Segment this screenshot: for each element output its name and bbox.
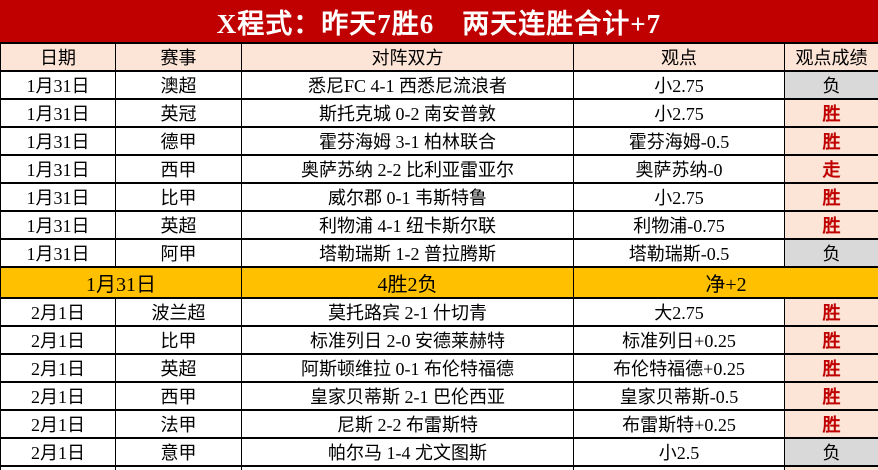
match-cell: 尼斯 2-2 布雷斯特 — [241, 409, 574, 439]
table-row: 1月31日 比甲 威尔郡 0-1 韦斯特鲁 小2.75 胜 — [0, 182, 878, 212]
match-cell: 悉尼FC 4-1 西悉尼流浪者 — [241, 70, 574, 100]
col-header-match: 对阵双方 — [241, 42, 574, 72]
opinion-cell: 塔勒瑞斯-0.5 — [573, 238, 785, 268]
table-row: 2月1日 智利甲 帕莱斯蒂诺 1-1 奴伯伦斯 小2.5 胜 — [0, 465, 878, 470]
match-cell: 塔勒瑞斯 1-2 普拉腾斯 — [241, 238, 574, 268]
match-cell: 帕尔马 1-4 尤文图斯 — [241, 437, 574, 467]
date-cell: 2月1日 — [0, 437, 116, 467]
result-cell: 胜 — [784, 297, 878, 327]
header-row: 日期 赛事 对阵双方 观点 观点成绩 — [0, 42, 878, 72]
date-cell: 1月31日 — [0, 238, 116, 268]
table-row: 1月31日 德甲 霍芬海姆 3-1 柏林联合 霍芬海姆-0.5 胜 — [0, 126, 878, 156]
league-cell: 英冠 — [115, 98, 242, 128]
result-cell: 胜 — [784, 182, 878, 212]
league-cell: 英超 — [115, 353, 242, 383]
opinion-cell: 小2.75 — [573, 70, 785, 100]
opinion-cell: 小2.5 — [573, 465, 785, 470]
table-row: 2月1日 波兰超 莫托路宾 2-1 什切青 大2.75 胜 — [0, 297, 878, 327]
date-cell: 1月31日 — [0, 70, 116, 100]
league-cell: 意甲 — [115, 437, 242, 467]
col-header-league: 赛事 — [115, 42, 242, 72]
table-row: 2月1日 英超 阿斯顿维拉 0-1 布伦特福德 布伦特福德+0.25 胜 — [0, 353, 878, 383]
opinion-cell: 小2.75 — [573, 182, 785, 212]
match-cell: 威尔郡 0-1 韦斯特鲁 — [241, 182, 574, 212]
result-cell: 胜 — [784, 325, 878, 355]
league-cell: 智利甲 — [115, 465, 242, 470]
opinion-cell: 奥萨苏纳-0 — [573, 154, 785, 184]
result-cell: 胜 — [784, 210, 878, 240]
date-cell: 1月31日 — [0, 98, 116, 128]
opinion-cell: 利物浦-0.75 — [573, 210, 785, 240]
result-cell: 胜 — [784, 353, 878, 383]
date-cell: 1月31日 — [0, 126, 116, 156]
match-cell: 莫托路宾 2-1 什切青 — [241, 297, 574, 327]
result-cell: 胜 — [784, 409, 878, 439]
date-cell: 1月31日 — [0, 154, 116, 184]
date-cell: 2月1日 — [0, 325, 116, 355]
league-cell: 法甲 — [115, 409, 242, 439]
result-cell: 负 — [784, 70, 878, 100]
result-cell: 负 — [784, 437, 878, 467]
opinion-cell: 布雷斯特+0.25 — [573, 409, 785, 439]
summary-record-cell: 4胜2负 — [241, 266, 574, 299]
league-cell: 澳超 — [115, 70, 242, 100]
league-cell: 西甲 — [115, 381, 242, 411]
match-cell: 斯托克城 0-2 南安普敦 — [241, 98, 574, 128]
table-row: 1月31日 英冠 斯托克城 0-2 南安普敦 小2.75 胜 — [0, 98, 878, 128]
page-title: X程式：昨天7胜6 两天连胜合计+7 — [216, 8, 662, 39]
table-row: 1月31日 英超 利物浦 4-1 纽卡斯尔联 利物浦-0.75 胜 — [0, 210, 878, 240]
date-cell: 1月31日 — [0, 182, 116, 212]
table-row: 2月1日 比甲 标准列日 2-0 安德莱赫特 标准列日+0.25 胜 — [0, 325, 878, 355]
match-cell: 标准列日 2-0 安德莱赫特 — [241, 325, 574, 355]
result-cell: 负 — [784, 238, 878, 268]
league-cell: 波兰超 — [115, 297, 242, 327]
date-cell: 1月31日 — [0, 210, 116, 240]
result-cell: 走 — [784, 154, 878, 184]
league-cell: 德甲 — [115, 126, 242, 156]
table-row: 1月31日 澳超 悉尼FC 4-1 西悉尼流浪者 小2.75 负 — [0, 70, 878, 100]
match-cell: 帕莱斯蒂诺 1-1 奴伯伦斯 — [241, 465, 574, 470]
league-cell: 西甲 — [115, 154, 242, 184]
opinion-cell: 小2.5 — [573, 437, 785, 467]
opinion-cell: 霍芬海姆-0.5 — [573, 126, 785, 156]
opinion-cell: 皇家贝蒂斯-0.5 — [573, 381, 785, 411]
date-cell: 2月1日 — [0, 353, 116, 383]
table-row: 1月31日 西甲 奥萨苏纳 2-2 比利亚雷亚尔 奥萨苏纳-0 走 — [0, 154, 878, 184]
league-cell: 比甲 — [115, 182, 242, 212]
match-cell: 奥萨苏纳 2-2 比利亚雷亚尔 — [241, 154, 574, 184]
col-header-date: 日期 — [0, 42, 116, 72]
summary-net-cell: 净+2 — [573, 266, 878, 299]
date-cell: 2月1日 — [0, 409, 116, 439]
opinion-cell: 小2.75 — [573, 98, 785, 128]
col-header-result: 观点成绩 — [784, 42, 878, 72]
opinion-cell: 标准列日+0.25 — [573, 325, 785, 355]
league-cell: 阿甲 — [115, 238, 242, 268]
result-cell: 胜 — [784, 126, 878, 156]
opinion-cell: 布伦特福德+0.25 — [573, 353, 785, 383]
col-header-opinion: 观点 — [573, 42, 785, 72]
table-row: 1月31日 阿甲 塔勒瑞斯 1-2 普拉腾斯 塔勒瑞斯-0.5 负 — [0, 238, 878, 268]
summary-date-cell: 1月31日 — [0, 266, 242, 299]
match-cell: 霍芬海姆 3-1 柏林联合 — [241, 126, 574, 156]
date-cell: 2月1日 — [0, 465, 116, 470]
table-row: 2月1日 法甲 尼斯 2-2 布雷斯特 布雷斯特+0.25 胜 — [0, 409, 878, 439]
match-cell: 皇家贝蒂斯 2-1 巴伦西亚 — [241, 381, 574, 411]
match-cell: 利物浦 4-1 纽卡斯尔联 — [241, 210, 574, 240]
result-cell: 胜 — [784, 465, 878, 470]
table-row: 2月1日 西甲 皇家贝蒂斯 2-1 巴伦西亚 皇家贝蒂斯-0.5 胜 — [0, 381, 878, 411]
league-cell: 比甲 — [115, 325, 242, 355]
result-cell: 胜 — [784, 381, 878, 411]
date-cell: 2月1日 — [0, 381, 116, 411]
match-cell: 阿斯顿维拉 0-1 布伦特福德 — [241, 353, 574, 383]
result-cell: 胜 — [784, 98, 878, 128]
opinion-cell: 大2.75 — [573, 297, 785, 327]
league-cell: 英超 — [115, 210, 242, 240]
date-cell: 2月1日 — [0, 297, 116, 327]
summary-row: 1月31日 4胜2负 净+2 — [0, 266, 878, 299]
title-banner: X程式：昨天7胜6 两天连胜合计+7 — [0, 0, 878, 42]
results-table: 日期 赛事 对阵双方 观点 观点成绩 1月31日 澳超 悉尼FC 4-1 西悉尼… — [0, 42, 878, 470]
table-row: 2月1日 意甲 帕尔马 1-4 尤文图斯 小2.5 负 — [0, 437, 878, 467]
